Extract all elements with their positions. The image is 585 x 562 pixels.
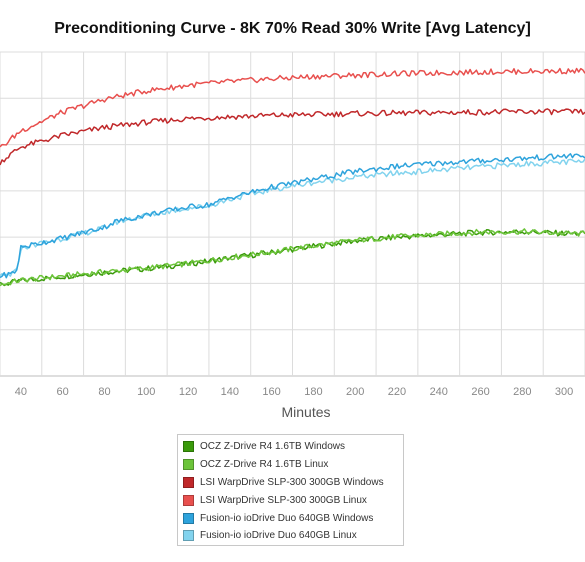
legend-swatch bbox=[183, 476, 194, 488]
x-tick-label: 280 bbox=[513, 386, 531, 398]
x-tick-label: 100 bbox=[137, 386, 155, 398]
x-axis-title: Minutes bbox=[281, 404, 330, 420]
legend-item: LSI WarpDrive SLP-300 300GB Linux bbox=[183, 491, 403, 509]
legend-label: LSI WarpDrive SLP-300 300GB Windows bbox=[200, 476, 384, 488]
series-lines bbox=[0, 67, 585, 287]
x-tick-label: 300 bbox=[555, 386, 573, 398]
x-tick-label: 40 bbox=[15, 386, 27, 398]
x-tick-label: 120 bbox=[179, 386, 197, 398]
x-tick-label: 200 bbox=[346, 386, 364, 398]
x-tick-label: 240 bbox=[430, 386, 448, 398]
legend-swatch bbox=[183, 441, 194, 453]
legend-label: OCZ Z-Drive R4 1.6TB Windows bbox=[200, 441, 346, 453]
x-tick-label: 160 bbox=[262, 386, 280, 398]
series-line bbox=[0, 153, 585, 279]
legend-item: Fusion-io ioDrive Duo 640GB Windows bbox=[183, 509, 403, 527]
x-tick-label: 140 bbox=[221, 386, 239, 398]
x-tick-labels: 40 60 80 100 120 140 160 180 200 220 240 260 280 300 bbox=[15, 386, 574, 398]
plot-area: 40 60 80 100 120 140 160 180 200 220 240 260 280 300 … bbox=[0, 51, 585, 420]
legend-item: OCZ Z-Drive R4 1.6TB Windows bbox=[183, 438, 403, 456]
legend-label: Fusion-io ioDrive Duo 640GB Windows bbox=[200, 512, 374, 524]
x-tick-label: 60 bbox=[57, 386, 69, 398]
legend-item: OCZ Z-Drive R4 1.6TB Linux bbox=[183, 456, 403, 474]
x-tick-label: 80 bbox=[98, 386, 110, 398]
x-tick-label: 260 bbox=[471, 386, 489, 398]
series-line bbox=[0, 158, 585, 277]
legend-label: Fusion-io ioDrive Duo 640GB Linux bbox=[200, 530, 357, 542]
legend-swatch bbox=[183, 530, 194, 542]
series-line bbox=[0, 67, 585, 148]
legend: OCZ Z-Drive R4 1.6TB Windows OCZ Z-Drive … bbox=[177, 434, 404, 546]
legend-label: OCZ Z-Drive R4 1.6TB Linux bbox=[200, 459, 329, 471]
legend-label: LSI WarpDrive SLP-300 300GB Linux bbox=[200, 494, 367, 506]
x-tick-label: 220 bbox=[388, 386, 406, 398]
legend-swatch bbox=[183, 494, 194, 506]
grid bbox=[0, 51, 585, 377]
chart-title: Preconditioning Curve - 8K 70% Read 30% … bbox=[54, 20, 531, 37]
legend-swatch bbox=[183, 459, 194, 471]
series-line bbox=[0, 228, 585, 287]
series-line bbox=[0, 108, 585, 166]
x-tick-label: 180 bbox=[304, 386, 322, 398]
legend-item: Fusion-io ioDrive Duo 640GB Linux bbox=[183, 527, 403, 545]
legend-item: LSI WarpDrive SLP-300 300GB Windows bbox=[183, 474, 403, 492]
legend-swatch bbox=[183, 512, 194, 524]
